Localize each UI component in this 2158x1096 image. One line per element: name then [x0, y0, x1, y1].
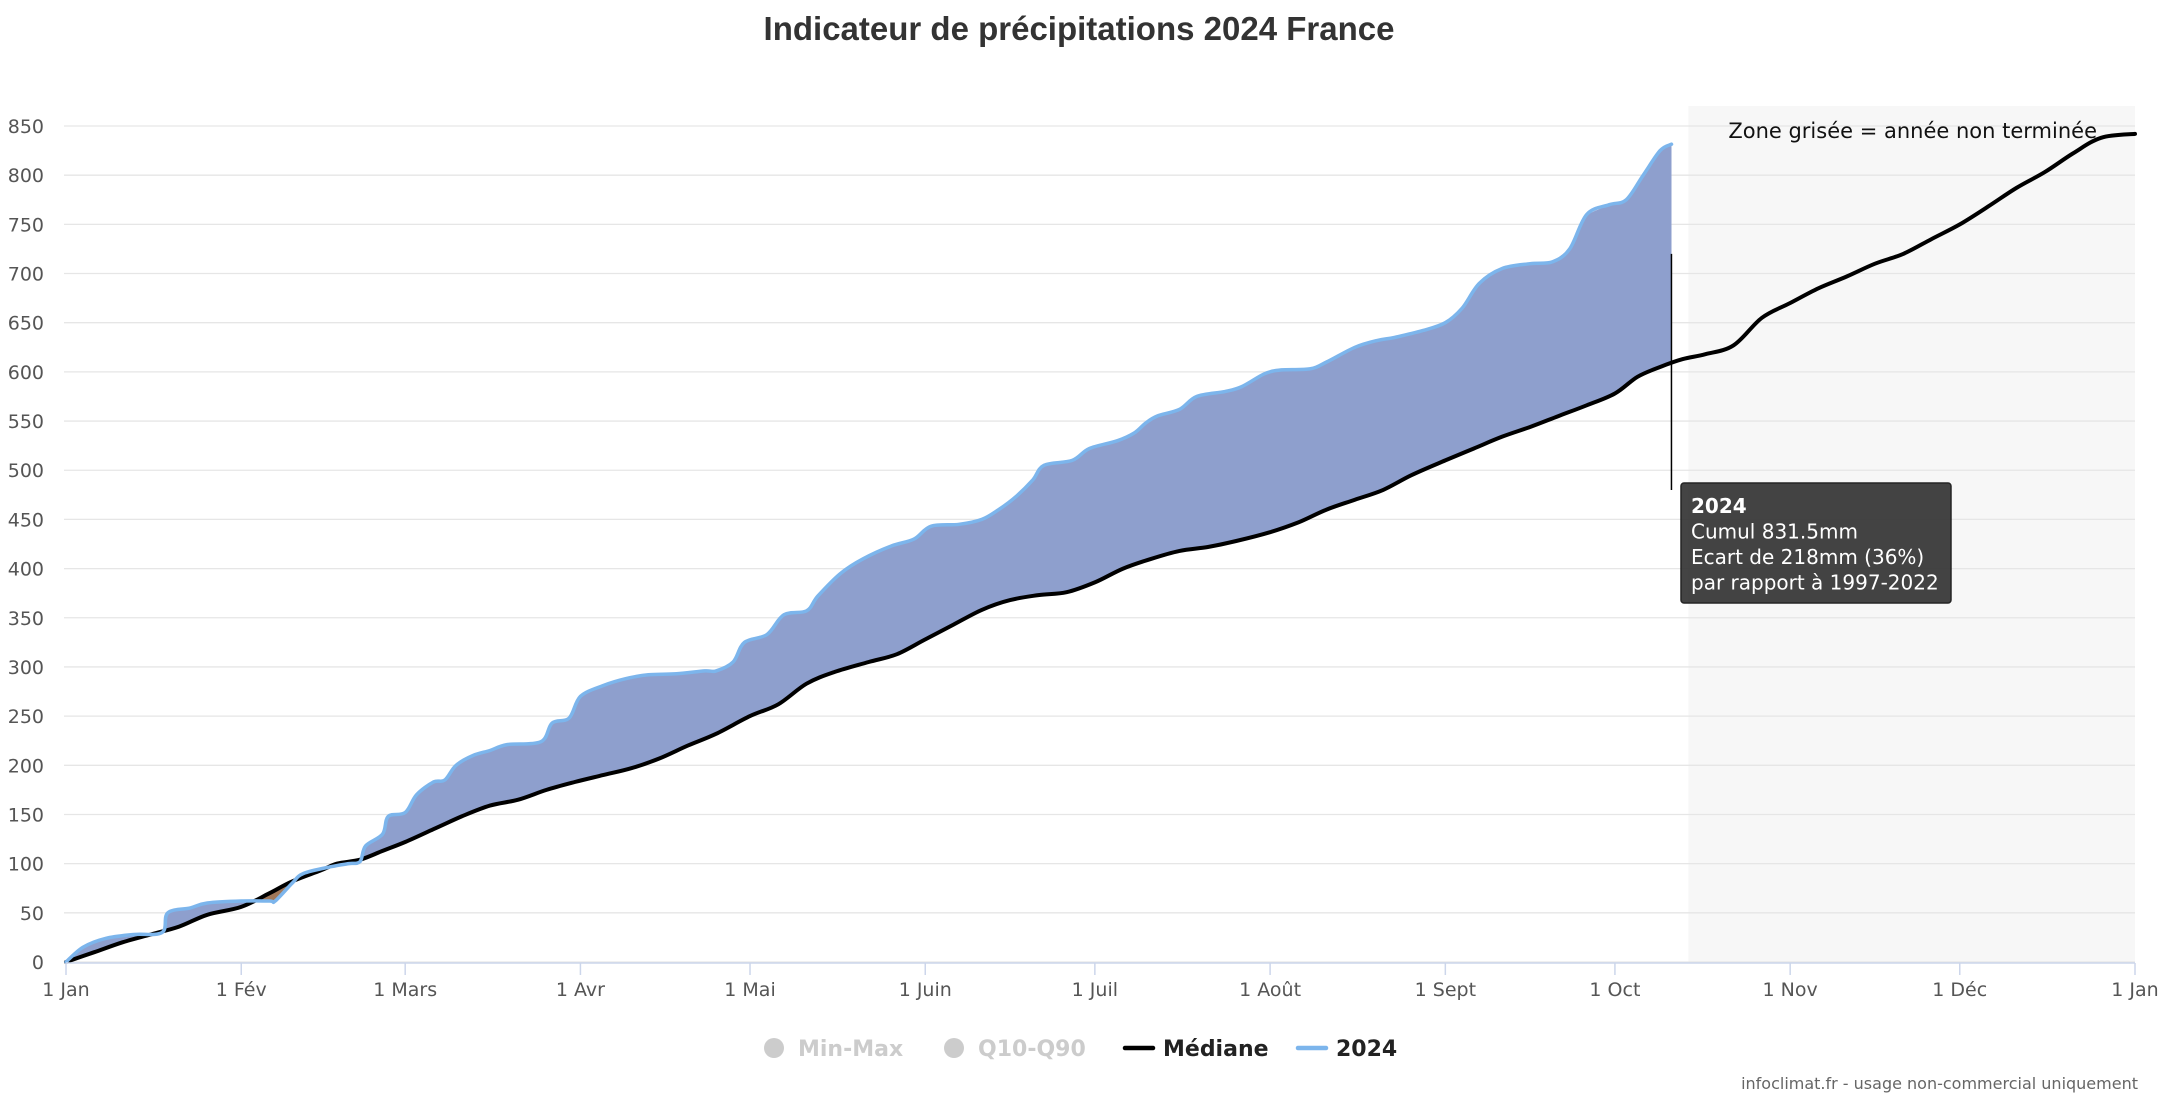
legend-label: Q10-Q90 — [978, 1037, 1086, 1062]
legend-label: Médiane — [1163, 1037, 1269, 1062]
x-tick-label: 1 Fév — [216, 979, 267, 1001]
series-line-2024 — [64, 142, 1674, 964]
legend[interactable]: Min-Max Q10-Q90 Médiane 2024 — [764, 1037, 1397, 1062]
legend-symbol-circle — [944, 1038, 964, 1058]
fill-above-median — [362, 144, 1672, 859]
legend-item-m-diane[interactable]: Médiane — [1122, 1037, 1269, 1062]
legend-label: 2024 — [1336, 1037, 1397, 1062]
y-tick-label: 450 — [8, 509, 44, 531]
y-tick-label: 800 — [8, 165, 44, 187]
y-tick-label: 150 — [8, 804, 44, 826]
y-tick-label: 350 — [8, 608, 44, 630]
x-tick-label: 1 Avr — [556, 979, 605, 1001]
x-tick-label: 1 Jan — [2111, 979, 2158, 1001]
x-tick-label: 1 Oct — [1589, 979, 1640, 1001]
axes: 1 Jan 1 Fév 1 Mars 1 Avr 1 Mai 1 Juin 1 Juil 1 … — [42, 962, 2158, 1001]
y-tick-label: 0 — [32, 952, 44, 974]
legend-item-min-max[interactable]: Min-Max — [764, 1037, 903, 1062]
y-tick-label: 100 — [8, 854, 44, 876]
x-tick-label: 1 Juin — [899, 979, 952, 1001]
y-tick-label: 750 — [8, 214, 44, 236]
tooltip-title: 2024 — [1691, 494, 1747, 518]
tooltip-line: Ecart de 218mm (36%) — [1691, 545, 1924, 569]
difference-fill — [66, 144, 1672, 962]
credit-text: infoclimat.fr - usage non-commercial uni… — [1741, 1074, 2138, 1093]
y-tick-label: 600 — [8, 362, 44, 384]
series-lines — [64, 131, 2137, 964]
tooltip-line: par rapport à 1997-2022 — [1691, 571, 1939, 595]
x-tick-label: 1 Jan — [42, 979, 89, 1001]
legend-label: Min-Max — [798, 1037, 903, 1062]
legend-item-q10-q90[interactable]: Q10-Q90 — [944, 1037, 1086, 1062]
y-tick-label: 250 — [8, 706, 44, 728]
unfinished-year-label: Zone grisée = année non terminée — [1728, 119, 2097, 143]
chart-title: Indicateur de précipitations 2024 France — [764, 10, 1395, 47]
x-tick-label: 1 Nov — [1763, 979, 1818, 1001]
legend-symbol-circle — [764, 1038, 784, 1058]
y-tick-label: 700 — [8, 264, 44, 286]
x-tick-label: 1 Sept — [1415, 979, 1476, 1001]
y-tick-label: 850 — [8, 116, 44, 138]
legend-item-2024[interactable]: 2024 — [1295, 1037, 1397, 1062]
y-tick-label: 650 — [8, 313, 44, 335]
x-tick-label: 1 Déc — [1932, 979, 1987, 1001]
x-tick-label: 1 Juil — [1072, 979, 1118, 1001]
y-tick-label: 200 — [8, 755, 44, 777]
x-tick-label: 1 Mai — [724, 979, 775, 1001]
y-tick-label: 500 — [8, 460, 44, 482]
series-line-mediane — [64, 131, 2137, 964]
tooltip-line: Cumul 831.5mm — [1691, 520, 1858, 544]
y-tick-label: 300 — [8, 657, 44, 679]
y-tick-label: 400 — [8, 559, 44, 581]
tooltip-box — [1680, 482, 1952, 604]
y-tick-label: 50 — [20, 903, 44, 925]
x-tick-label: 1 Mars — [373, 979, 437, 1001]
y-tick-label: 550 — [8, 411, 44, 433]
x-tick-label: 1 Août — [1239, 979, 1301, 1001]
